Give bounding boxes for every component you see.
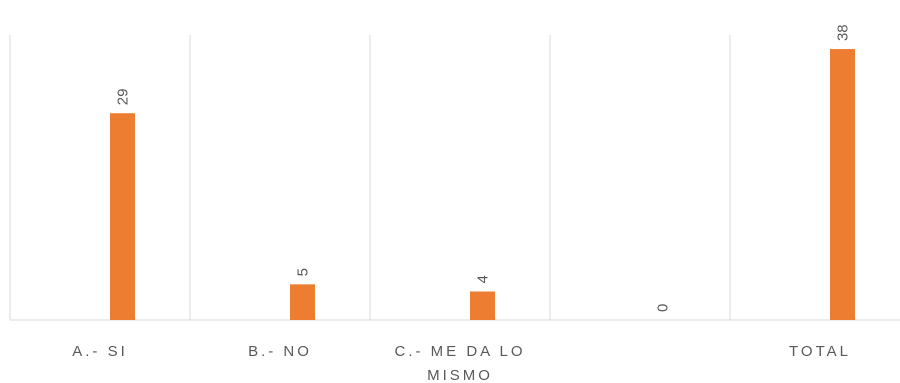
x-tick-label: A.- SI [72, 343, 128, 360]
data-label: 29 [115, 89, 132, 106]
bar [290, 284, 315, 320]
bar [470, 291, 495, 320]
data-labels: 29 5 4 0 38 [115, 24, 852, 312]
data-label: 38 [835, 24, 852, 41]
data-label: 4 [475, 275, 492, 283]
x-tick-label: MISMO [427, 367, 493, 383]
x-tick-label: TOTAL [789, 343, 851, 360]
x-tick-label: B.- NO [248, 343, 312, 360]
data-label: 5 [295, 268, 312, 276]
gridlines [9, 35, 731, 320]
data-label: 0 [655, 304, 672, 312]
x-tick-labels: A.- SI B.- NO C.- ME DA LO MISMO TOTAL [72, 343, 851, 383]
bar [830, 49, 855, 321]
bars [110, 49, 855, 321]
bar [110, 113, 135, 320]
x-tick-label: C.- ME DA LO [394, 343, 525, 360]
